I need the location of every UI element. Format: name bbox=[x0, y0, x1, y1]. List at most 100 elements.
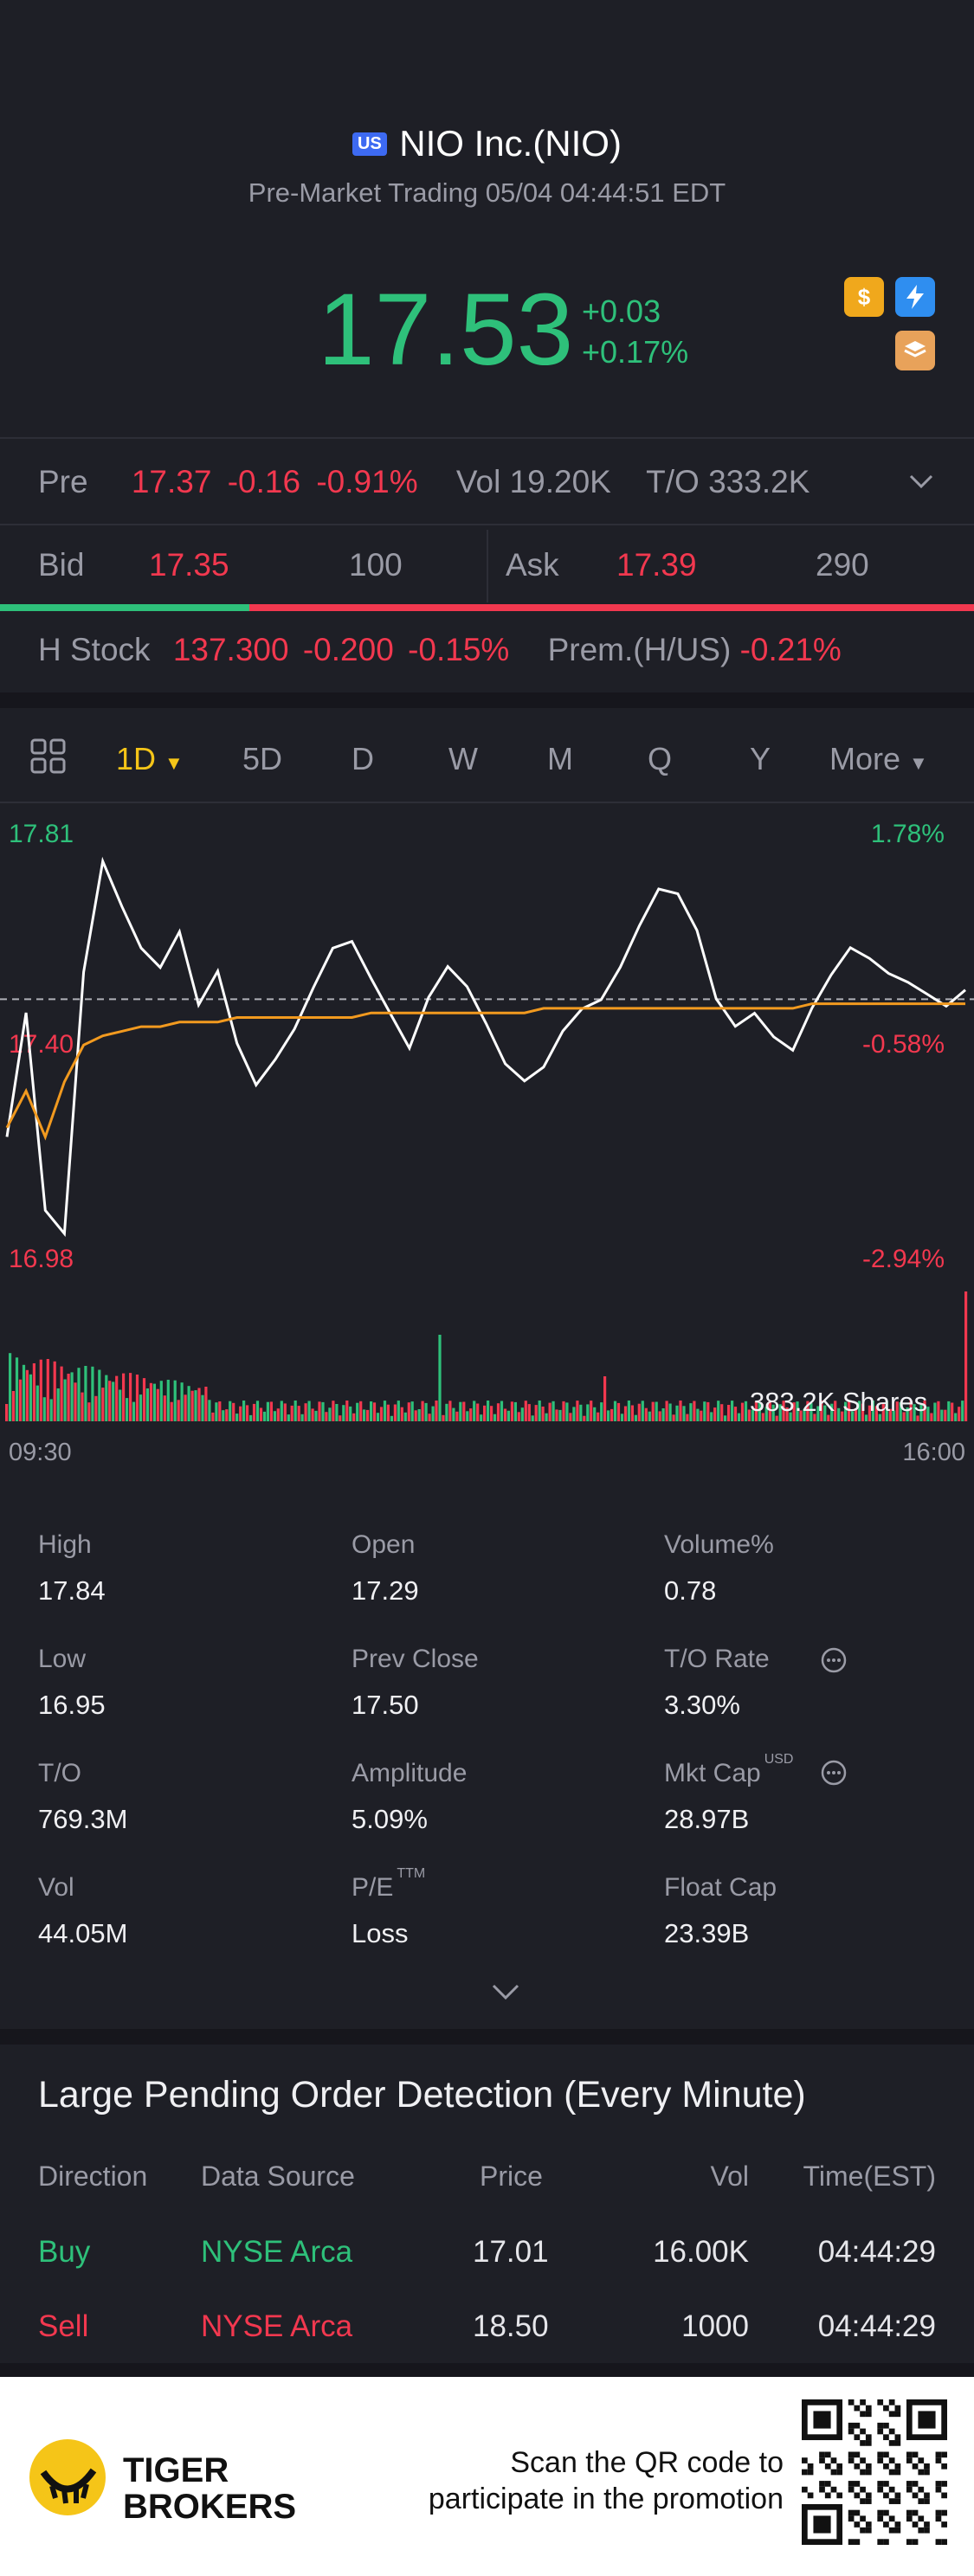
price-change: +0.03 bbox=[582, 293, 661, 329]
trading-session-subtitle: Pre-Market Trading 05/04 04:44:51 EDT bbox=[248, 177, 726, 208]
ask-label: Ask bbox=[506, 547, 559, 583]
volume-bar bbox=[778, 1404, 782, 1421]
volume-bar bbox=[462, 1401, 466, 1421]
volume-bar bbox=[49, 1399, 53, 1421]
volume-bar bbox=[480, 1414, 483, 1421]
volume-bar bbox=[152, 1383, 156, 1421]
volume-bar bbox=[290, 1405, 293, 1421]
volume-bar bbox=[731, 1401, 734, 1421]
volume-bar bbox=[954, 1413, 958, 1421]
volume-bar bbox=[287, 1414, 290, 1421]
qr-code-icon bbox=[802, 2399, 947, 2545]
volume-bar bbox=[166, 1380, 170, 1421]
volume-bar bbox=[421, 1401, 424, 1421]
volume-bar bbox=[25, 1369, 29, 1421]
volume-bar bbox=[820, 1401, 823, 1421]
volume-bar bbox=[255, 1401, 260, 1421]
stat-value: Loss bbox=[352, 1918, 409, 1948]
volume-bar bbox=[98, 1369, 101, 1421]
stack-icon[interactable] bbox=[895, 331, 935, 370]
volume-bar bbox=[417, 1409, 421, 1421]
chart-low-percent: -2.94% bbox=[861, 1245, 945, 1273]
stats-expand-chevron-icon[interactable] bbox=[488, 1980, 523, 2007]
volume-bar bbox=[771, 1404, 775, 1421]
volume-bar bbox=[5, 1404, 9, 1421]
volume-bar bbox=[517, 1412, 520, 1421]
volume-bar bbox=[679, 1401, 682, 1421]
volume-bar bbox=[733, 1407, 738, 1421]
volume-bar bbox=[11, 1391, 16, 1421]
volume-bar bbox=[180, 1382, 184, 1421]
volume-bar bbox=[493, 1414, 497, 1421]
volume-bar bbox=[9, 1353, 12, 1421]
mktcap-info-icon[interactable] bbox=[820, 1759, 848, 1791]
order-source: NYSE Arca bbox=[201, 2309, 353, 2343]
tab-m[interactable]: M bbox=[547, 741, 573, 776]
volume-bar bbox=[39, 1359, 42, 1421]
layout-grid-icon[interactable] bbox=[29, 737, 68, 780]
tab-q[interactable]: Q bbox=[648, 741, 673, 776]
tor-info-icon[interactable] bbox=[820, 1646, 848, 1678]
volume-bar bbox=[600, 1402, 603, 1421]
tab-5d[interactable]: 5D bbox=[242, 741, 283, 776]
cta-line-1: Scan the QR code to bbox=[510, 2446, 784, 2479]
volume-bar bbox=[644, 1407, 648, 1421]
volume-bar bbox=[713, 1407, 717, 1421]
volume-bar bbox=[197, 1388, 201, 1421]
volume-bar bbox=[919, 1405, 923, 1421]
volume-bar bbox=[280, 1401, 283, 1421]
volume-bar bbox=[764, 1407, 768, 1421]
volume-bar bbox=[710, 1412, 713, 1421]
volume-bar bbox=[139, 1394, 143, 1421]
volume-bar bbox=[335, 1404, 339, 1421]
dollar-icon[interactable]: $ bbox=[844, 277, 884, 317]
bid-size: 100 bbox=[349, 547, 403, 583]
volume-bar bbox=[627, 1401, 630, 1421]
stat-label: Amplitude bbox=[352, 1759, 468, 1787]
volume-bar bbox=[661, 1408, 665, 1421]
volume-bar bbox=[958, 1407, 961, 1421]
volume-bar bbox=[235, 1414, 239, 1421]
volume-bar bbox=[782, 1401, 785, 1421]
volume-bar bbox=[513, 1401, 517, 1421]
stat-value: 5.09% bbox=[352, 1804, 428, 1834]
col-price: Price bbox=[480, 2161, 543, 2192]
tab-y[interactable]: Y bbox=[750, 741, 771, 776]
volume-bar bbox=[724, 1415, 727, 1421]
volume-bar bbox=[325, 1412, 328, 1421]
volume-bar bbox=[648, 1411, 651, 1421]
volume-bar bbox=[46, 1359, 49, 1421]
volume-bar bbox=[345, 1401, 349, 1421]
pre-vol-label: Vol bbox=[455, 464, 501, 499]
volume-bar bbox=[259, 1407, 263, 1421]
volume-bar bbox=[145, 1388, 149, 1421]
volume-bar bbox=[22, 1364, 26, 1421]
volume-bar bbox=[297, 1406, 300, 1421]
tab-more[interactable]: More ▼ bbox=[829, 741, 928, 776]
volume-bar bbox=[857, 1401, 861, 1421]
tab-d[interactable]: D bbox=[352, 741, 374, 776]
volume-bar bbox=[572, 1407, 576, 1421]
volume-bar bbox=[524, 1401, 527, 1421]
expand-chevron-icon[interactable] bbox=[906, 466, 937, 501]
lightning-icon[interactable] bbox=[895, 277, 935, 317]
volume-bar bbox=[307, 1401, 311, 1421]
volume-bar bbox=[789, 1412, 792, 1421]
volume-bar bbox=[452, 1407, 455, 1421]
volume-bar bbox=[768, 1401, 771, 1421]
volume-bar bbox=[448, 1401, 452, 1421]
intraday-price-chart[interactable] bbox=[0, 831, 974, 1264]
tab-w[interactable]: W bbox=[448, 741, 478, 776]
volume-bar bbox=[304, 1403, 307, 1421]
pre-to-value: 333.2K bbox=[708, 464, 810, 499]
volume-bar bbox=[864, 1414, 868, 1421]
tab-1d[interactable]: 1D ▼ bbox=[116, 741, 184, 776]
volume-bar bbox=[885, 1401, 888, 1421]
volume-bar bbox=[717, 1401, 720, 1421]
volume-bar bbox=[222, 1410, 225, 1421]
volume-bar bbox=[740, 1402, 745, 1421]
volume-bar bbox=[689, 1403, 693, 1421]
chart-high-label: 17.81 bbox=[9, 820, 74, 848]
volume-bar bbox=[881, 1403, 885, 1421]
volume-bar bbox=[747, 1409, 751, 1421]
